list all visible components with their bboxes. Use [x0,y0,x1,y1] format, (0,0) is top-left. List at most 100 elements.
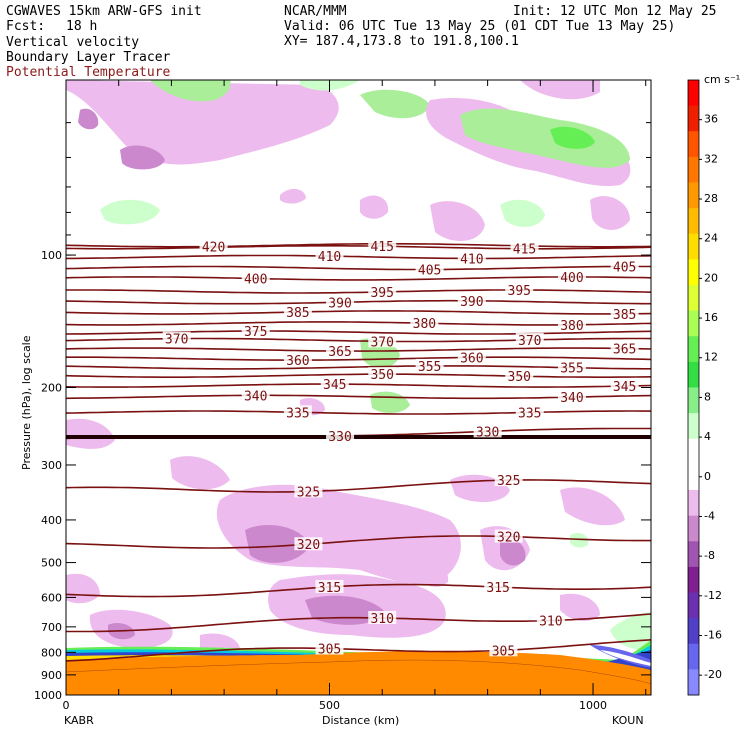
colorbar-swatch [688,285,699,312]
isentrope-label-bg [326,428,355,442]
descent-region [560,593,600,622]
isentrope-label-bg [557,360,586,374]
isentrope-label-bg [410,316,439,330]
isentrope-label-bg [315,641,344,655]
isentrope-label-bg [610,306,639,320]
y-axis-ticks: 100 200 300 400 500 600 700 800 900 1000 [34,79,651,702]
colorbar-frame [687,79,700,696]
isentrope-415 [66,245,651,250]
isentrope-label: 335 [518,406,541,421]
valid-time: Valid: 06 UTC Tue 13 May 25 (01 CDT Tue … [284,19,676,34]
ascent-region [150,80,231,102]
colorbar-swatch [688,566,699,593]
descent-region [590,196,630,230]
isentrope-label-bg [368,334,397,348]
isentrope-label-bg [283,353,312,367]
y-tick-label: 400 [41,514,62,527]
colorbar-swatch [688,156,699,183]
isentrope-label-bg [199,239,228,253]
ascent-region [500,199,545,227]
descent-region [200,633,240,652]
descent-region [430,201,485,242]
isentrope-label: 340 [560,391,583,406]
colorbar-unit: cm s⁻¹ [704,73,740,86]
isentrope-label-bg [484,580,513,594]
isentrope-305 [66,639,651,662]
descent-region [120,145,165,170]
isentrope-label: 395 [370,286,393,301]
isentrope-label: 325 [297,485,320,500]
ascent-region [460,108,630,168]
isentrope-label-bg [610,379,639,393]
isentrope-label-bg [557,390,586,404]
colorbar-swatch [688,541,699,568]
x-start-station: KABR [64,714,94,727]
descent-region [245,525,310,563]
x-tick-label: 500 [319,699,340,712]
isentrope-label-bg [505,369,534,383]
isentrope-label: 355 [560,362,583,377]
colorbar-swatch [688,387,699,414]
descent-region [280,188,306,204]
ascent-region [100,199,160,225]
isentrope-label-bg [162,331,191,345]
colorbar-swatch [688,182,699,209]
isentrope-label: 390 [460,295,483,310]
isentrope-label-bg [368,611,397,625]
colorbar-label: 36 [704,113,718,126]
isentrope-label: 305 [492,644,515,659]
isentrope-label-bg [515,332,544,346]
y-tick-label: 600 [41,591,62,604]
colorbar-label: 8 [704,390,711,403]
colorbar-swatch [688,669,699,696]
colorbar-swatch [688,361,699,388]
isentrope-label-bg [294,484,323,498]
y-tick-label: 500 [41,557,62,570]
isentrope-label: 400 [244,273,267,288]
isentrope-label: 315 [318,581,341,596]
model-title: CGWAVES 15km ARW-GFS init [6,4,202,19]
isentrope-label: 360 [460,351,483,366]
boundary-layer-deep [66,659,651,695]
isentrope-label: 325 [497,474,520,489]
organization: NCAR/MMM [284,4,347,19]
x-tick-label: 1000 [579,699,607,712]
isentrope-label-bg [457,350,486,364]
isentrope-label-bg [326,295,355,309]
y-tick-label: 200 [41,382,62,395]
descent-region [66,80,339,165]
isentrope-label-bg [515,405,544,419]
isentrope-label: 320 [497,531,520,546]
isentrope-365 [66,347,651,352]
descent-region [560,487,625,526]
isentrope-label: 315 [486,581,509,596]
isentrope-label-bg [241,271,270,285]
isentrope-385 [66,310,651,315]
colorbar-label: 0 [704,470,711,483]
isentrope-320 [66,535,651,549]
colorbar-label: 28 [704,192,718,205]
descent-region [420,563,449,587]
colorbar-swatch [688,233,699,260]
colorbar-swatch [688,131,699,158]
isentrope-label: 380 [560,319,583,334]
x-tick-label: 0 [63,699,70,712]
colorbar-label: 24 [704,232,718,245]
init-time: Init: 12 UTC Mon 12 May 25 [513,4,717,19]
isentrope-label: 355 [418,360,441,375]
isentrope-label: 340 [244,389,267,404]
field-boundary-layer-tracer: Boundary Layer Tracer [6,50,171,65]
isentrope-label-bg [610,259,639,273]
isentrope-label: 410 [318,250,341,265]
colorbar-label: 20 [704,271,718,284]
isentrope-345 [66,383,651,388]
isentrope-label-bg [489,643,518,657]
isentrope-label-bg [536,613,565,627]
isentrope-label: 320 [297,538,320,553]
y-tick-label: 700 [41,621,62,634]
colorbar-label: 12 [704,351,718,364]
isentrope-label: 305 [318,643,341,658]
cross-section-endpoints: XY= 187.4,173.8 to 191.8,100.1 [284,34,519,49]
x-end-station: KOUN [612,714,644,727]
y-tick-label: 300 [41,459,62,472]
